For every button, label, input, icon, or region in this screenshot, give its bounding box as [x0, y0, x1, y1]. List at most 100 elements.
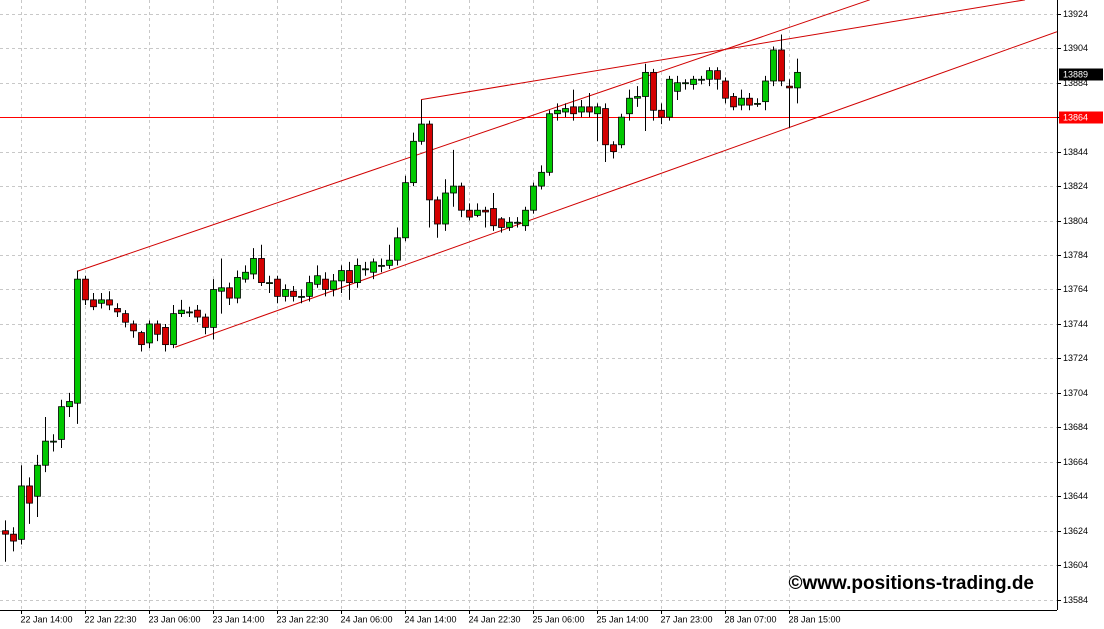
candle-body — [482, 209, 489, 213]
trendline — [420, 0, 1026, 101]
candle-body — [378, 264, 385, 267]
y-tick-label: 13584 — [1063, 595, 1088, 605]
candle-body — [714, 70, 721, 80]
candle-body — [66, 401, 73, 408]
candle-body — [266, 282, 273, 284]
watermark: ©www.positions-trading.de — [788, 573, 1034, 594]
x-tick-label: 22 Jan 14:00 — [21, 614, 73, 624]
candle-body — [306, 282, 313, 297]
candle-body — [570, 106, 577, 115]
y-tick-label: 13904 — [1063, 43, 1088, 53]
candle-body — [530, 185, 537, 211]
candle-body — [10, 533, 17, 542]
candle-body — [562, 108, 569, 113]
candle-body — [82, 278, 89, 301]
candle-body — [434, 199, 441, 225]
candle-body — [242, 271, 249, 280]
candle-body — [770, 49, 777, 82]
candle-body — [202, 316, 209, 328]
candle-body — [34, 464, 41, 497]
x-tick-label: 28 Jan 15:00 — [789, 614, 841, 624]
candle-body — [626, 97, 633, 115]
candle-body — [26, 485, 33, 504]
candle-body — [122, 313, 129, 323]
candle-body — [642, 71, 649, 97]
candle-body — [586, 106, 593, 113]
price-label: 13864 — [1063, 112, 1088, 122]
candle-body — [178, 309, 185, 315]
candle-body — [594, 106, 601, 115]
candle-body — [290, 290, 297, 297]
candle-body — [794, 71, 801, 89]
candle-body — [298, 295, 305, 298]
current-price-label: 13889 — [1063, 69, 1088, 79]
candle-body — [50, 440, 57, 443]
x-tick-label: 23 Jan 06:00 — [149, 614, 201, 624]
candle-body — [98, 299, 105, 304]
candle-body — [730, 96, 737, 108]
current-price-box — [1059, 68, 1103, 81]
candle-body — [578, 106, 585, 113]
trendline — [76, 0, 870, 272]
candle-body — [746, 97, 753, 106]
candle-body — [314, 275, 321, 285]
y-tick-label: 13884 — [1063, 78, 1088, 88]
candle-body — [650, 71, 657, 111]
candle-body — [786, 85, 793, 89]
x-tick-label: 24 Jan 06:00 — [341, 614, 393, 624]
candle-body — [114, 308, 121, 313]
y-tick-label: 13784 — [1063, 250, 1088, 260]
candle-body — [538, 171, 545, 187]
candle-body — [74, 278, 81, 404]
candle-body — [234, 277, 241, 299]
candle-body — [282, 289, 289, 297]
candle-body — [522, 209, 529, 227]
candle-body — [690, 78, 697, 85]
y-tick-label: 13664 — [1063, 457, 1088, 467]
candle-body — [738, 97, 745, 106]
candle-body — [458, 185, 465, 211]
candle-body — [170, 313, 177, 346]
candle-body — [442, 192, 449, 225]
candle-body — [42, 440, 49, 466]
candle-body — [658, 109, 665, 118]
candle-body — [2, 530, 9, 535]
candle-body — [602, 108, 609, 146]
candle-body — [386, 259, 393, 266]
candle-body — [154, 323, 161, 335]
candle-body — [162, 327, 169, 346]
candle-body — [186, 311, 193, 314]
x-tick-label: 28 Jan 07:00 — [725, 614, 777, 624]
y-tick-label: 13844 — [1063, 147, 1088, 157]
y-tick-label: 13804 — [1063, 216, 1088, 226]
candle-body — [138, 332, 145, 346]
y-tick-label: 13924 — [1063, 9, 1088, 19]
candle-body — [226, 287, 233, 299]
candle-body — [610, 144, 617, 153]
candle-body — [618, 116, 625, 146]
x-tick-label: 24 Jan 14:00 — [405, 614, 457, 624]
x-tick-label: 23 Jan 14:00 — [213, 614, 265, 624]
candle-body — [466, 209, 473, 218]
candle-body — [130, 323, 137, 332]
candle-body — [666, 78, 673, 118]
candle-body — [322, 278, 329, 290]
candle-body — [682, 82, 689, 85]
price-box — [1059, 111, 1103, 124]
candle-body — [402, 182, 409, 239]
x-tick-label: 25 Jan 14:00 — [597, 614, 649, 624]
candle-body — [146, 323, 153, 344]
candle-body — [338, 270, 345, 282]
candle-body — [546, 113, 553, 173]
y-tick-label: 13624 — [1063, 526, 1088, 536]
x-tick-label: 27 Jan 23:00 — [661, 614, 713, 624]
x-tick-label: 24 Jan 22:30 — [469, 614, 521, 624]
candle-body — [490, 208, 497, 227]
y-tick-label: 13724 — [1063, 353, 1088, 363]
candle-body — [218, 287, 225, 292]
candle-body — [90, 299, 97, 308]
x-tick-label: 22 Jan 22:30 — [85, 614, 137, 624]
candle-body — [210, 289, 217, 328]
